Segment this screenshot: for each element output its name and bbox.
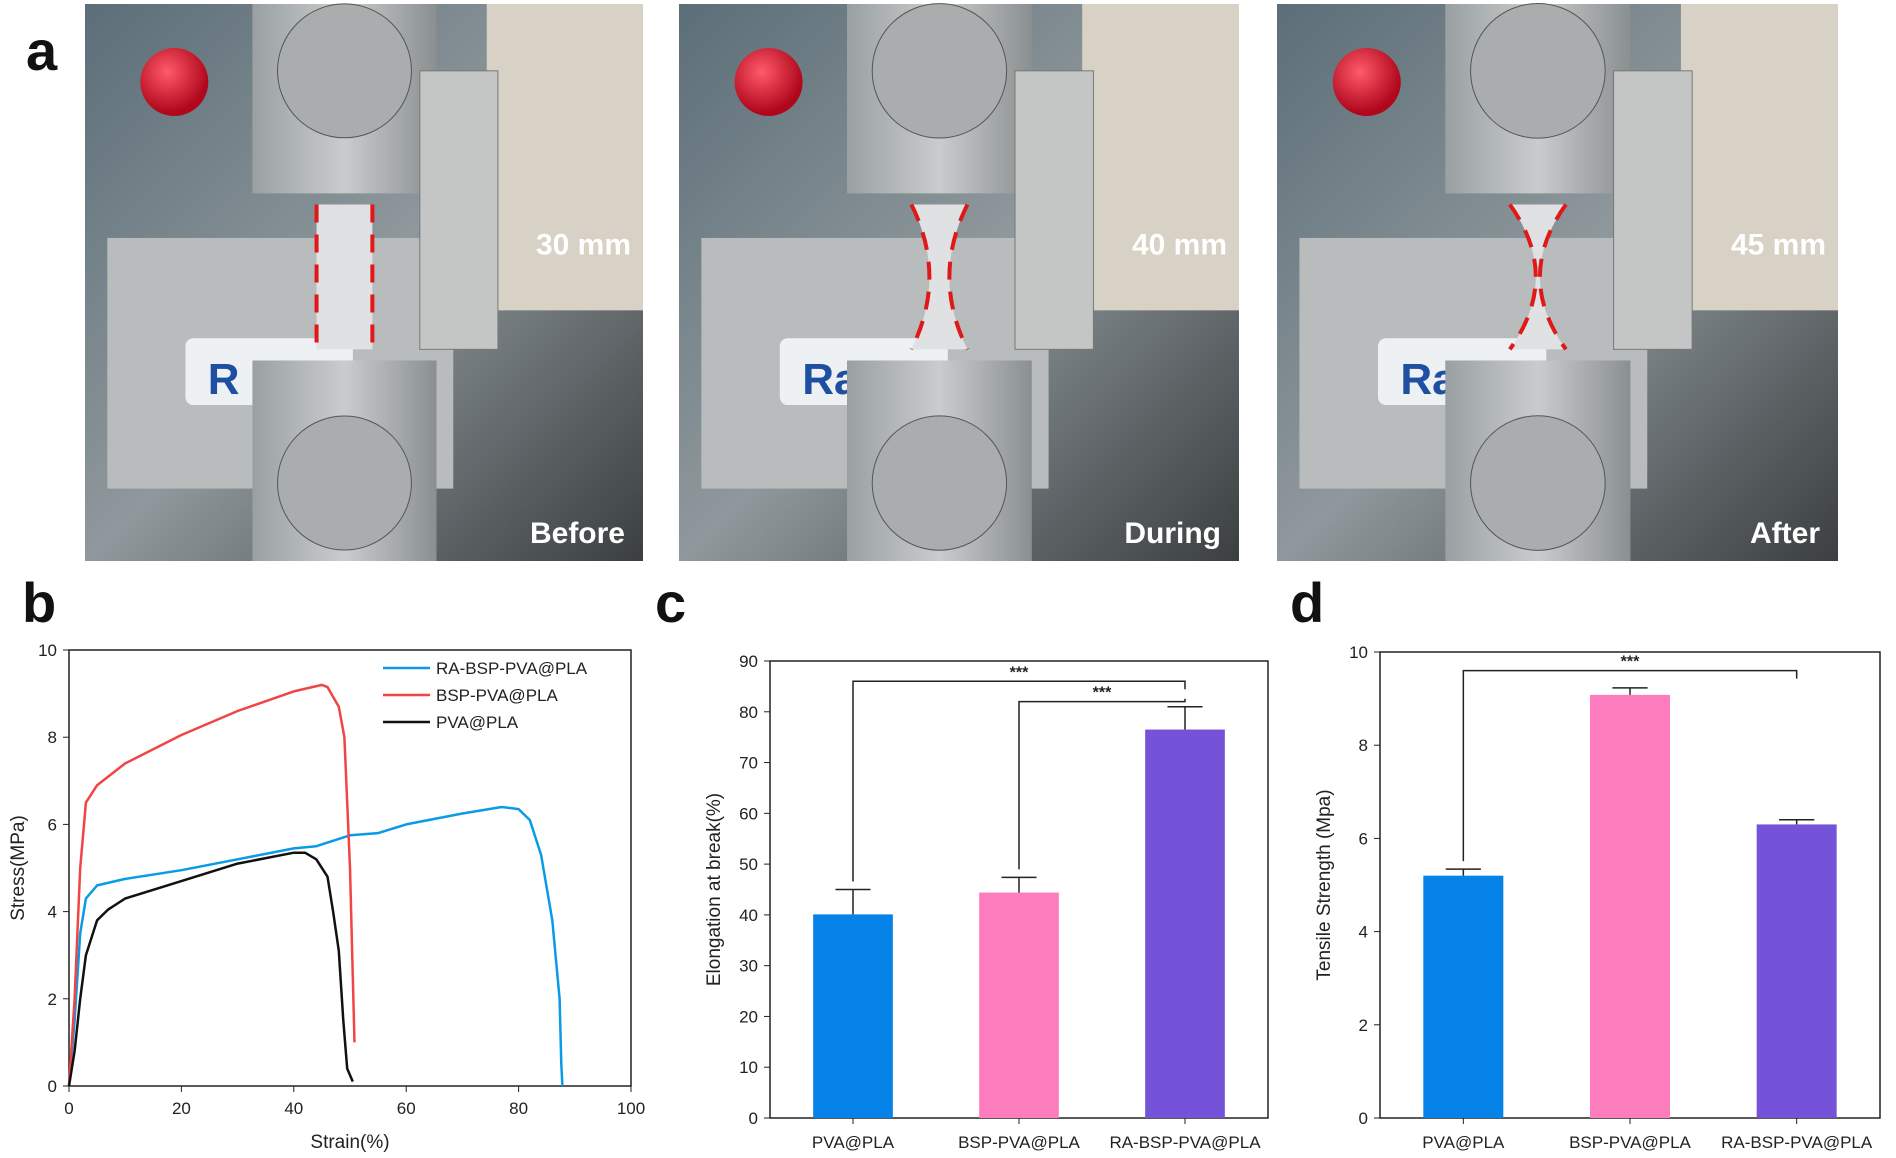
photo-before: R 30 mm Before (85, 3, 643, 561)
x-tick-label: 80 (509, 1099, 528, 1118)
wall (1680, 4, 1838, 311)
y-axis-label: Elongation at break(%) (704, 793, 725, 986)
y-tick-label: 6 (1359, 829, 1368, 848)
dashed-outline-right (1538, 203, 1568, 351)
y-tick-label: 4 (48, 903, 57, 922)
length-label: 30 mm (536, 229, 631, 262)
y-axis-label: Tensile Strength (Mpa) (1314, 789, 1335, 980)
bar-2 (1145, 729, 1225, 1118)
x-tick-label: PVA@PLA (812, 1133, 895, 1152)
y-tick-label: 30 (739, 957, 758, 976)
wall (1082, 4, 1239, 311)
significance-label: *** (1093, 685, 1112, 702)
plot-frame (68, 649, 632, 1087)
x-tick-label: 40 (284, 1099, 303, 1118)
legend-label: PVA@PLA (436, 713, 519, 732)
y-tick-label: 90 (739, 652, 758, 671)
length-label: 40 mm (1132, 229, 1227, 262)
y-tick-label: 4 (1359, 923, 1368, 942)
significance-bracket (1018, 698, 1186, 870)
y-tick-label: 80 (739, 703, 758, 722)
y-tick-label: 2 (1359, 1016, 1368, 1035)
y-tick-label: 10 (38, 641, 57, 660)
significance-label: *** (1010, 664, 1029, 681)
bar-1 (979, 892, 1059, 1118)
series-line-0 (67, 805, 564, 1087)
bar-2 (1756, 824, 1837, 1118)
specimen (1509, 204, 1566, 350)
significance-bracket (852, 680, 1186, 882)
y-tick-label: 0 (1359, 1109, 1368, 1128)
y-axis-label: Stress(MPa) (8, 815, 29, 921)
legend-label: RA-BSP-PVA@PLA (436, 659, 588, 678)
emergency-stop-button (1332, 47, 1401, 116)
stage-label: After (1750, 517, 1820, 550)
series-line-1 (67, 683, 356, 1087)
lower-grip-knob (277, 415, 412, 551)
x-axis-label: Strain(%) (310, 1132, 389, 1153)
upper-grip-knob (277, 3, 412, 139)
bar-0 (1423, 875, 1504, 1118)
wall (486, 4, 643, 311)
x-tick-label: 100 (617, 1099, 645, 1118)
stress-strain-chart: 0 20 40 60 80 100 0 2 4 6 8 10 Strain(%) Stress(MPa) R… (8, 641, 645, 1153)
dashed-outline-left (1508, 203, 1538, 351)
panel-label-d: d (1290, 571, 1324, 634)
specimen (316, 204, 373, 350)
ruler (1014, 70, 1094, 350)
y-tick-label: 2 (48, 990, 57, 1009)
upper-grip-knob (871, 3, 1008, 139)
x-tick-label: BSP-PVA@PLA (1569, 1133, 1691, 1152)
y-tick-label: 60 (739, 804, 758, 823)
lower-grip-knob (1470, 415, 1606, 551)
y-tick-label: 10 (739, 1058, 758, 1077)
x-tick-label: RA-BSP-PVA@PLA (1109, 1133, 1261, 1152)
lower-grip-knob (871, 415, 1008, 551)
y-tick-label: 6 (48, 815, 57, 834)
y-tick-label: 40 (739, 906, 758, 925)
upper-grip-knob (1470, 3, 1606, 139)
significance-bracket (1462, 669, 1798, 862)
stage-label: During (1124, 517, 1221, 550)
y-tick-label: 8 (48, 728, 57, 747)
dashed-outline-right (947, 203, 970, 351)
x-tick-label: 20 (172, 1099, 191, 1118)
x-tick-label: PVA@PLA (1422, 1133, 1505, 1152)
y-tick-label: 70 (739, 754, 758, 773)
y-tick-label: 8 (1359, 736, 1368, 755)
emergency-stop-button (734, 47, 803, 116)
y-tick-label: 20 (739, 1007, 758, 1026)
ruler (419, 70, 499, 350)
significance-label: *** (1621, 654, 1640, 671)
elongation-bar-chart: 0 10 20 30 40 50 60 70 80 90 Elongation at break(%… (704, 652, 1269, 1152)
y-tick-label: 0 (48, 1077, 57, 1096)
y-tick-label: 50 (739, 855, 758, 874)
tensile-strength-bar-chart: 0 2 4 6 8 10 Tensile Strength (Mpa) PVA@PLA BSP-… (1314, 643, 1881, 1152)
x-tick-label: 60 (397, 1099, 416, 1118)
logo-text: R (208, 355, 240, 404)
panel-label-b: b (22, 571, 56, 634)
x-tick-label: 0 (64, 1099, 73, 1118)
stage-label: Before (530, 517, 625, 550)
panel-label-a: a (26, 19, 58, 82)
dashed-outline-left (909, 203, 932, 351)
x-tick-label: RA-BSP-PVA@PLA (1721, 1133, 1873, 1152)
ruler (1613, 70, 1693, 350)
bar-1 (1590, 694, 1670, 1118)
series-line-2 (67, 851, 354, 1087)
legend-label: BSP-PVA@PLA (436, 686, 558, 705)
emergency-stop-button (140, 47, 209, 116)
panel-label-c: c (655, 571, 686, 634)
bar-0 (813, 914, 893, 1118)
length-label: 45 mm (1731, 229, 1826, 262)
y-tick-label: 10 (1349, 643, 1368, 662)
y-tick-label: 0 (749, 1109, 758, 1128)
x-tick-label: BSP-PVA@PLA (958, 1133, 1080, 1152)
